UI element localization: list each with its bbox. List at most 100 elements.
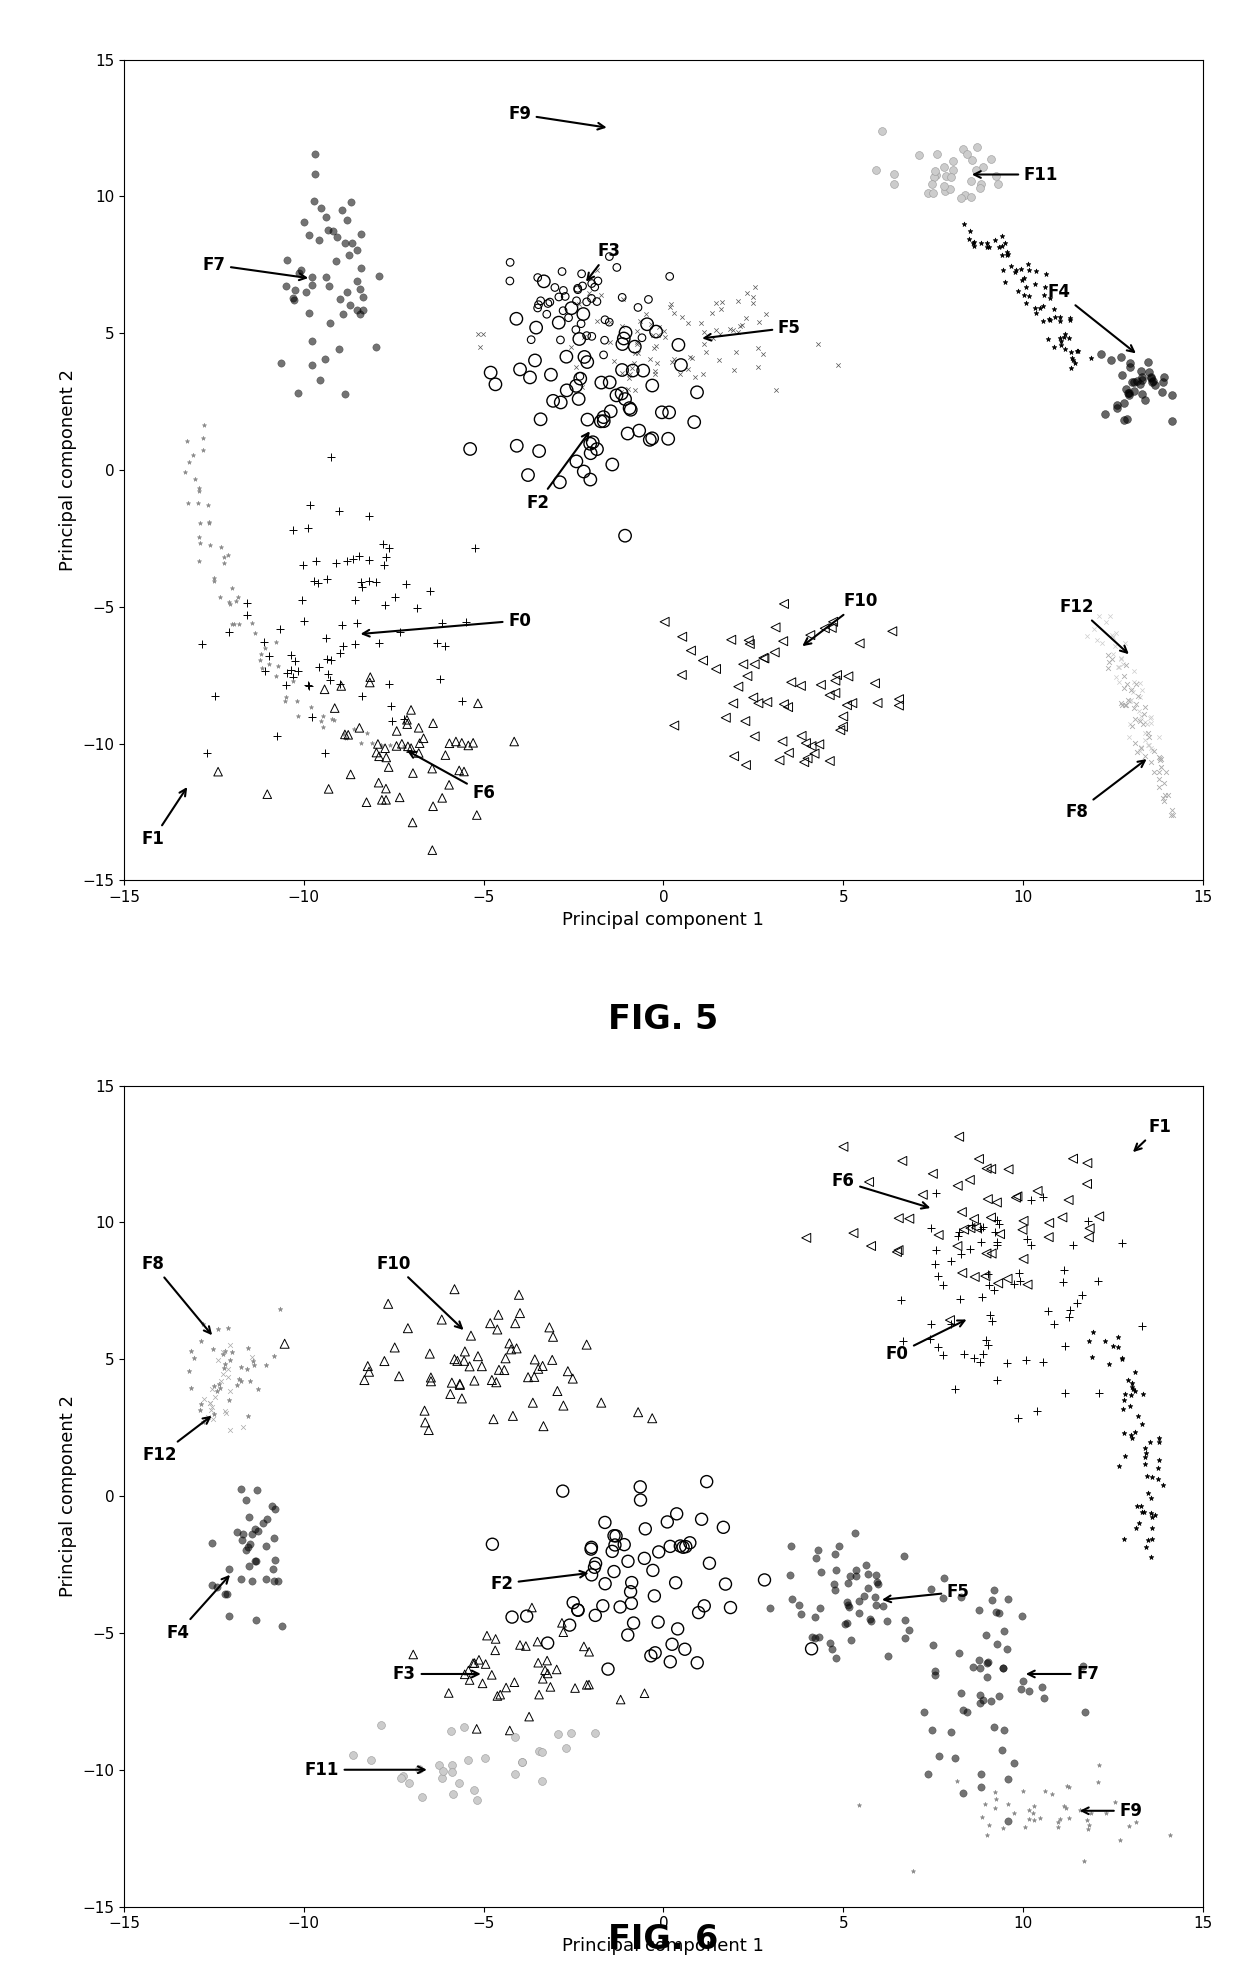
Point (629, 338, 649, 369)
Point (246, 1545, 265, 1577)
Point (1079, 1221, 1099, 1253)
Point (543, 385, 563, 417)
Point (988, 230, 1008, 262)
Point (994, 226, 1014, 258)
Point (796, 1221, 816, 1253)
Point (1125, 655, 1145, 687)
Point (439, 769, 459, 800)
Point (1125, 1374, 1145, 1406)
Point (441, 1366, 461, 1398)
Point (944, 153, 963, 185)
Point (198, 489, 218, 520)
Point (387, 731, 407, 763)
Point (806, 1623, 826, 1654)
Point (549, 282, 569, 314)
Point (666, 1567, 686, 1599)
Point (439, 1676, 459, 1708)
Point (237, 1352, 257, 1384)
Point (246, 1545, 265, 1577)
Point (505, 725, 525, 757)
Point (998, 1764, 1018, 1795)
Point (1024, 268, 1044, 300)
Point (587, 286, 606, 318)
Point (1122, 1366, 1142, 1398)
Point (992, 1734, 1012, 1766)
Point (179, 1354, 198, 1386)
Point (1102, 1331, 1122, 1362)
Point (655, 320, 675, 352)
Point (642, 423, 662, 455)
Point (192, 421, 212, 453)
Point (1122, 673, 1142, 705)
Point (393, 1760, 413, 1791)
Point (257, 1529, 277, 1561)
Point (730, 310, 750, 342)
Point (613, 328, 632, 359)
Point (475, 1742, 495, 1773)
Point (1096, 1797, 1116, 1829)
Point (340, 290, 360, 322)
Point (985, 1575, 1004, 1607)
Point (567, 445, 587, 477)
Point (1121, 683, 1141, 715)
Point (914, 1696, 934, 1728)
Point (1111, 687, 1131, 719)
Point (1140, 703, 1159, 735)
Point (384, 1331, 404, 1362)
Point (190, 520, 210, 552)
Point (1079, 1809, 1099, 1841)
Point (1109, 1331, 1128, 1362)
Point (430, 663, 450, 695)
Point (965, 1261, 985, 1293)
Point (353, 294, 373, 326)
Point (1151, 745, 1171, 777)
Point (1128, 1400, 1148, 1432)
Point (985, 1275, 1004, 1307)
Point (805, 737, 825, 769)
Point (1110, 651, 1130, 683)
Point (1132, 701, 1152, 733)
Point (414, 1394, 434, 1426)
Point (208, 1313, 228, 1345)
Point (329, 495, 348, 526)
Point (951, 1676, 971, 1708)
Point (202, 1569, 222, 1601)
Point (306, 546, 326, 578)
Point (630, 1472, 650, 1503)
Point (1068, 336, 1087, 367)
Point (1056, 1791, 1076, 1823)
Point (663, 298, 683, 330)
Point (603, 1535, 622, 1567)
Point (423, 790, 443, 822)
Point (614, 322, 634, 354)
Point (1104, 622, 1123, 653)
Point (360, 500, 379, 532)
Point (277, 681, 296, 713)
Point (528, 292, 548, 324)
Point (621, 393, 641, 425)
Point (1016, 1345, 1035, 1376)
Point (758, 687, 777, 719)
Point (972, 151, 992, 183)
Point (301, 691, 321, 723)
Point (954, 1213, 973, 1245)
Point (538, 1627, 558, 1658)
Point (241, 1364, 260, 1396)
Point (987, 1225, 1007, 1257)
Point (532, 1766, 552, 1797)
Point (341, 187, 361, 218)
Point (423, 753, 443, 784)
Point (728, 671, 748, 703)
Point (1078, 1813, 1097, 1845)
Point (649, 320, 668, 352)
Point (1125, 1416, 1145, 1448)
Point (977, 1237, 997, 1269)
Point (544, 272, 564, 304)
Point (528, 1646, 548, 1678)
Point (1163, 798, 1183, 830)
Point (222, 1337, 242, 1368)
Point (962, 145, 982, 177)
Point (1011, 254, 1030, 286)
Point (801, 731, 821, 763)
Point (621, 1575, 641, 1607)
